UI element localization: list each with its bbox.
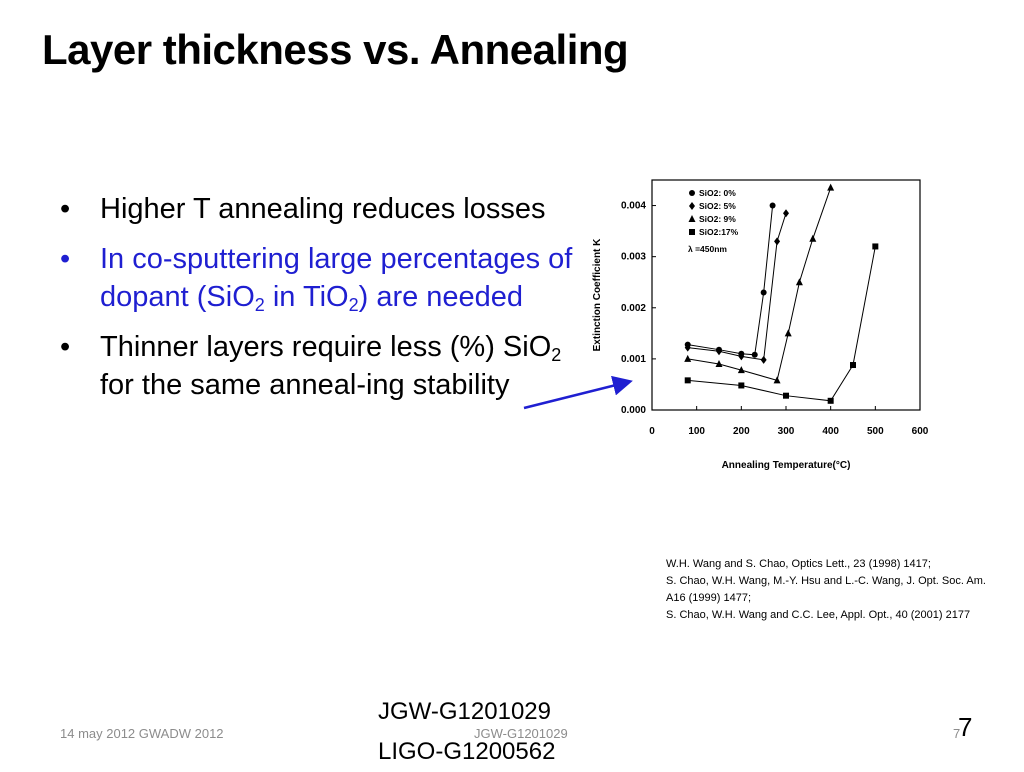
bullet-dot-icon: • bbox=[60, 193, 71, 225]
legend-entry: SiO2: 5% bbox=[699, 201, 736, 211]
bullet-text: in TiO bbox=[264, 281, 349, 313]
bullet-item: • Higher T annealing reduces losses bbox=[58, 190, 588, 228]
series-line bbox=[687, 187, 832, 381]
data-point bbox=[872, 243, 879, 250]
data-point bbox=[716, 347, 722, 356]
legend-marker bbox=[689, 190, 695, 196]
data-point bbox=[827, 183, 835, 191]
data-point bbox=[850, 362, 856, 369]
legend-marker bbox=[689, 202, 695, 210]
x-tick-label: 400 bbox=[822, 426, 839, 437]
data-point bbox=[795, 278, 803, 286]
legend-entry: SiO2:17% bbox=[699, 227, 739, 237]
slide-title: Layer thickness vs. Annealing bbox=[42, 26, 629, 73]
doc-id-ligo: LIGO-G1200562 bbox=[378, 738, 556, 765]
references: W.H. Wang and S. Chao, Optics Lett., 23 … bbox=[666, 556, 996, 624]
series-line bbox=[687, 205, 774, 356]
data-point bbox=[784, 329, 792, 337]
x-tick-label: 100 bbox=[688, 426, 705, 437]
doc-id-jgw: JGW-G1201029 bbox=[378, 698, 551, 725]
x-tick-label: 200 bbox=[733, 426, 750, 437]
data-point bbox=[809, 234, 817, 242]
bullet-text: Thinner layers require less (%) SiO bbox=[100, 331, 552, 363]
data-point bbox=[738, 352, 745, 361]
footer-center: JGW-G1201029 bbox=[474, 726, 568, 741]
footer-page-small: 7 bbox=[953, 726, 961, 741]
data-point bbox=[684, 377, 691, 384]
y-tick-label: 0.003 bbox=[621, 252, 646, 263]
y-axis-label: Extinction Coefficient K bbox=[592, 238, 603, 352]
data-point bbox=[684, 354, 692, 362]
bullet-dot-icon: • bbox=[60, 243, 71, 275]
reference-line: S. Chao, W.H. Wang, M.-Y. Hsu and L.-C. … bbox=[666, 575, 986, 604]
x-tick-label: 600 bbox=[912, 426, 929, 437]
y-tick-label: 0.002 bbox=[621, 303, 646, 314]
bullet-text: ) are needed bbox=[358, 281, 524, 313]
reference-line: S. Chao, W.H. Wang and C.C. Lee, Appl. O… bbox=[666, 609, 971, 621]
data-point bbox=[827, 397, 834, 404]
y-tick-label: 0.004 bbox=[621, 201, 646, 212]
x-tick-label: 0 bbox=[649, 426, 655, 437]
footer-date: 14 may 2012 GWADW 2012 bbox=[60, 726, 224, 741]
data-point bbox=[769, 202, 776, 209]
bullet-dot-icon: • bbox=[60, 331, 71, 363]
subscript: 2 bbox=[348, 295, 359, 315]
legend-entry: SiO2: 0% bbox=[699, 188, 736, 198]
legend-marker bbox=[688, 215, 696, 222]
data-point bbox=[760, 355, 767, 364]
data-point bbox=[783, 209, 789, 218]
data-point bbox=[760, 289, 767, 296]
x-axis-label: Annealing Temperature(°C) bbox=[722, 460, 851, 471]
legend-marker bbox=[689, 229, 695, 235]
x-tick-label: 500 bbox=[867, 426, 884, 437]
data-point bbox=[737, 366, 745, 374]
bullet-item: • Thinner layers require less (%) SiO2 f… bbox=[58, 328, 588, 404]
data-point bbox=[738, 382, 745, 389]
data-point bbox=[751, 351, 758, 358]
reference-line: W.H. Wang and S. Chao, Optics Lett., 23 … bbox=[666, 558, 931, 570]
extinction-chart: 0 100 200 300 400 500 600 0.000 0.001 0.002 0.003 0… bbox=[592, 179, 929, 471]
x-tick-label: 300 bbox=[778, 426, 795, 437]
y-tick-label: 0.000 bbox=[621, 405, 646, 416]
legend-entry: SiO2: 9% bbox=[699, 214, 736, 224]
data-point bbox=[783, 392, 789, 399]
document-ids: JGW-G1201029 LIGO-G1200562 bbox=[378, 692, 555, 772]
bullet-text: Higher T annealing reduces losses bbox=[100, 193, 546, 225]
series-line bbox=[687, 213, 787, 361]
bullet-list: • Higher T annealing reduces losses • In… bbox=[58, 190, 588, 416]
subscript: 2 bbox=[254, 295, 265, 315]
data-point bbox=[773, 376, 781, 384]
legend-note: λ =450nm bbox=[688, 244, 727, 254]
data-point bbox=[684, 343, 691, 352]
y-tick-label: 0.001 bbox=[621, 354, 646, 365]
bullet-item-highlighted: • In co-sputtering large percentages of … bbox=[58, 240, 588, 316]
bullet-text: In co-sputtering large percentages of do… bbox=[100, 243, 573, 313]
series-line bbox=[687, 246, 876, 402]
page-number: 7 bbox=[958, 712, 973, 742]
subscript: 2 bbox=[551, 345, 562, 365]
data-point bbox=[774, 237, 781, 246]
bullet-text: for the same anneal-ing stability bbox=[100, 369, 510, 401]
data-point bbox=[715, 360, 723, 367]
